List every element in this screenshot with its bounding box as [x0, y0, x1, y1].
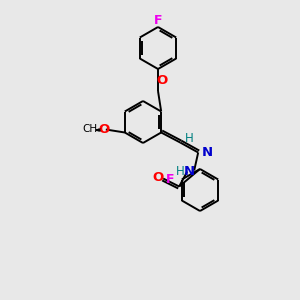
Text: F: F	[166, 173, 175, 186]
Text: CH₃: CH₃	[82, 124, 101, 134]
Text: O: O	[98, 123, 110, 136]
Text: O: O	[156, 74, 168, 86]
Text: F: F	[154, 14, 162, 26]
Text: O: O	[153, 171, 164, 184]
Text: H: H	[185, 132, 194, 145]
Text: N: N	[202, 146, 213, 159]
Text: N: N	[184, 165, 195, 178]
Text: H: H	[176, 165, 184, 178]
